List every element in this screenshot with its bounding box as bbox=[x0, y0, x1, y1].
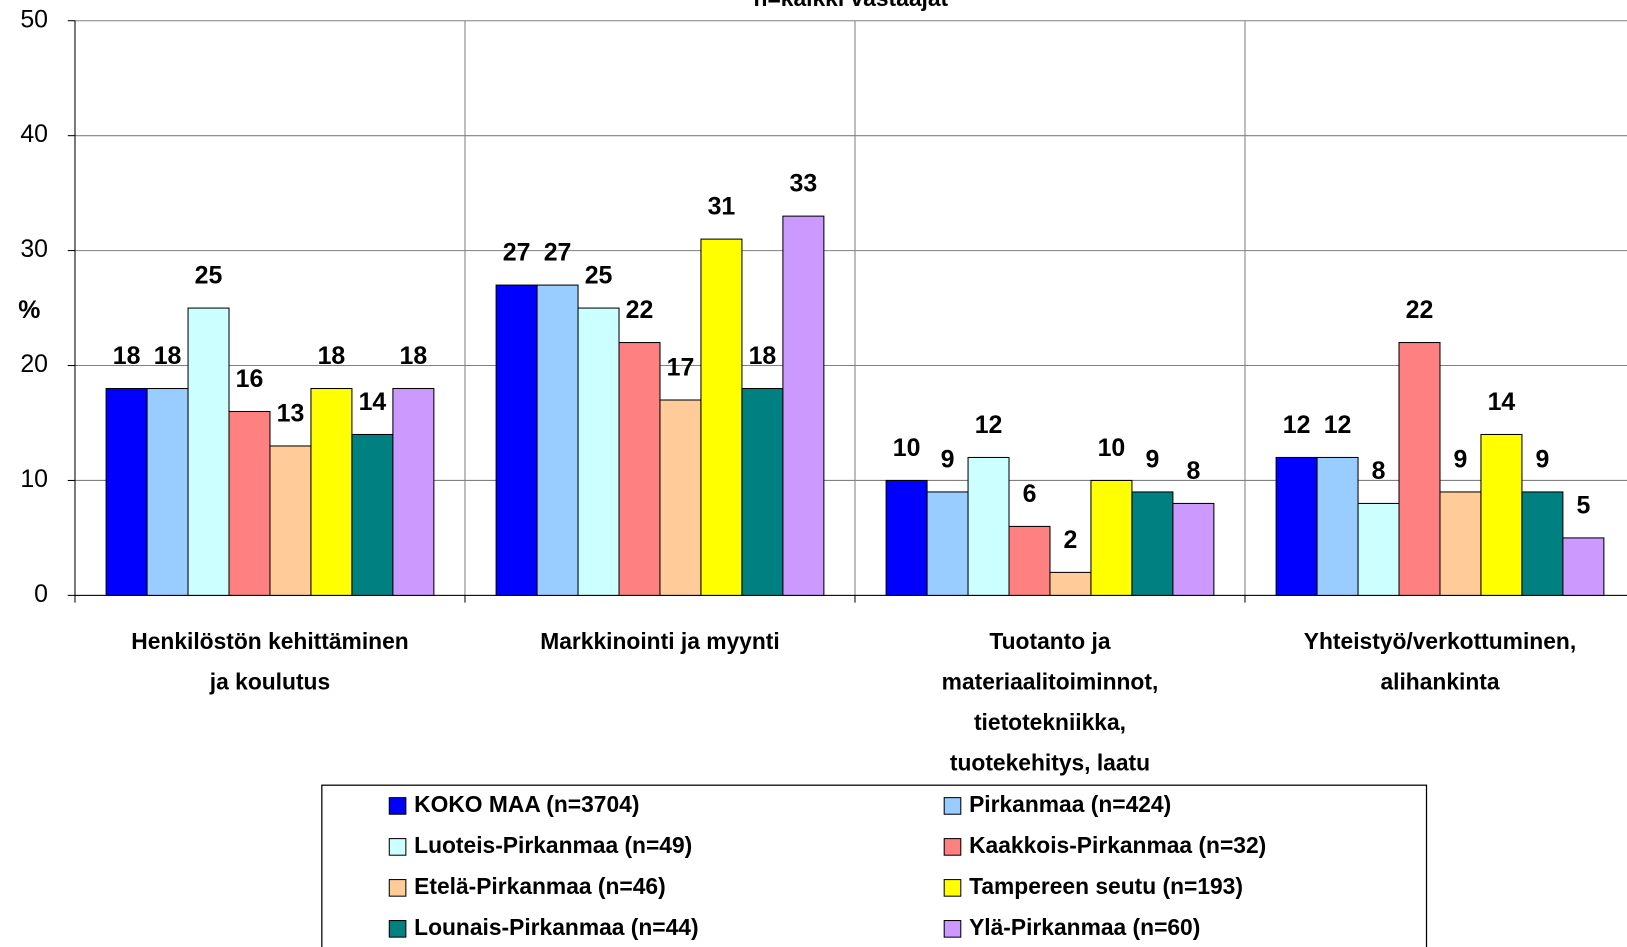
value-label: 25 bbox=[195, 262, 223, 290]
bar bbox=[536, 284, 579, 596]
legend-box bbox=[321, 784, 1428, 947]
value-label: 18 bbox=[154, 342, 182, 370]
value-label: 9 bbox=[1454, 445, 1468, 473]
value-label: 18 bbox=[749, 342, 777, 370]
legend-label: Tampereen seutu (n=193) bbox=[969, 873, 1243, 899]
legend-swatch bbox=[943, 797, 962, 815]
x-tick-label: Yhteistyö/verkottuminen, alihankinta bbox=[1304, 628, 1576, 694]
value-label: 14 bbox=[359, 388, 387, 416]
bar bbox=[392, 387, 435, 596]
x-tick-label: Henkilöstön kehittäminen ja koulutus bbox=[131, 628, 408, 694]
y-axis-label: % bbox=[18, 296, 40, 324]
legend-label: Ylä-Pirkanmaa (n=60) bbox=[969, 914, 1200, 940]
y-tick-label: 20 bbox=[20, 350, 48, 378]
value-label: 9 bbox=[1535, 445, 1549, 473]
value-label: 33 bbox=[790, 170, 818, 198]
value-label: 5 bbox=[1576, 491, 1590, 519]
bar bbox=[1049, 571, 1092, 596]
x-tick-label: Tuotanto ja materiaalitoiminnot, tietotekn… bbox=[942, 628, 1159, 775]
value-label: 18 bbox=[113, 342, 141, 370]
legend-label: Lounais-Pirkanmaa (n=44) bbox=[414, 914, 698, 940]
bar bbox=[495, 284, 538, 596]
value-label: 2 bbox=[1064, 526, 1078, 554]
bar bbox=[700, 238, 743, 596]
bar bbox=[782, 215, 825, 596]
y-tick-label: 50 bbox=[20, 5, 48, 33]
legend-swatch bbox=[388, 838, 407, 856]
bar bbox=[146, 387, 189, 596]
bar bbox=[1090, 479, 1133, 596]
legend-label: Etelä-Pirkanmaa (n=46) bbox=[414, 873, 666, 899]
y-tick-label: 10 bbox=[20, 465, 48, 493]
legend-label: Luoteis-Pirkanmaa (n=49) bbox=[414, 832, 692, 858]
value-label: 10 bbox=[1098, 434, 1126, 462]
bar bbox=[885, 479, 928, 596]
bar bbox=[1562, 537, 1605, 596]
value-label: 12 bbox=[1324, 411, 1352, 439]
value-label: 18 bbox=[318, 342, 346, 370]
value-label: 27 bbox=[544, 239, 572, 267]
y-tick-label: 0 bbox=[34, 580, 48, 608]
y-tick-label: 40 bbox=[20, 120, 48, 148]
bar bbox=[659, 399, 702, 596]
x-tick-label: Markkinointi ja myynti bbox=[540, 628, 779, 654]
bar bbox=[926, 491, 969, 596]
bar bbox=[105, 387, 148, 596]
legend-swatch bbox=[388, 879, 407, 897]
bar bbox=[1439, 491, 1482, 596]
bar bbox=[269, 445, 312, 596]
bar bbox=[1275, 456, 1318, 596]
value-label: 16 bbox=[236, 365, 264, 393]
bar bbox=[187, 307, 230, 596]
bar bbox=[310, 387, 353, 596]
value-label: 12 bbox=[1283, 411, 1311, 439]
bar bbox=[1131, 491, 1174, 596]
value-label: 9 bbox=[941, 445, 955, 473]
bar bbox=[741, 387, 784, 596]
value-label: 6 bbox=[1023, 480, 1037, 508]
bar bbox=[1316, 456, 1359, 596]
legend-swatch bbox=[943, 920, 962, 938]
legend-swatch bbox=[943, 879, 962, 897]
value-label: 18 bbox=[400, 342, 428, 370]
value-label: 10 bbox=[893, 434, 921, 462]
value-label: 8 bbox=[1372, 457, 1386, 485]
value-label: 22 bbox=[626, 296, 654, 324]
value-label: 9 bbox=[1145, 445, 1159, 473]
value-label: 14 bbox=[1488, 388, 1516, 416]
bar bbox=[577, 307, 620, 596]
value-label: 13 bbox=[277, 399, 305, 427]
legend-swatch bbox=[388, 797, 407, 815]
bar bbox=[228, 410, 271, 596]
value-label: 27 bbox=[503, 239, 531, 267]
legend-label: Pirkanmaa (n=424) bbox=[969, 791, 1171, 817]
bar bbox=[1357, 502, 1400, 596]
value-label: 22 bbox=[1406, 296, 1434, 324]
value-label: 8 bbox=[1186, 457, 1200, 485]
bar bbox=[1398, 342, 1441, 596]
bar bbox=[1521, 491, 1564, 596]
bar bbox=[967, 456, 1010, 596]
legend-label: Kaakkois-Pirkanmaa (n=32) bbox=[969, 832, 1266, 858]
value-label: 31 bbox=[708, 193, 736, 221]
legend-swatch bbox=[943, 838, 962, 856]
bar bbox=[1172, 502, 1215, 596]
chart-subtitle: n=kaikki vastaajat bbox=[754, 0, 949, 11]
bar bbox=[1480, 433, 1523, 596]
bar bbox=[1008, 525, 1051, 596]
legend-label: KOKO MAA (n=3704) bbox=[414, 791, 639, 817]
bar bbox=[351, 433, 394, 596]
value-label: 25 bbox=[585, 262, 613, 290]
value-label: 17 bbox=[667, 353, 695, 381]
value-label: 12 bbox=[975, 411, 1003, 439]
y-tick-label: 30 bbox=[20, 235, 48, 263]
bar bbox=[618, 342, 661, 596]
legend-swatch bbox=[388, 920, 407, 938]
